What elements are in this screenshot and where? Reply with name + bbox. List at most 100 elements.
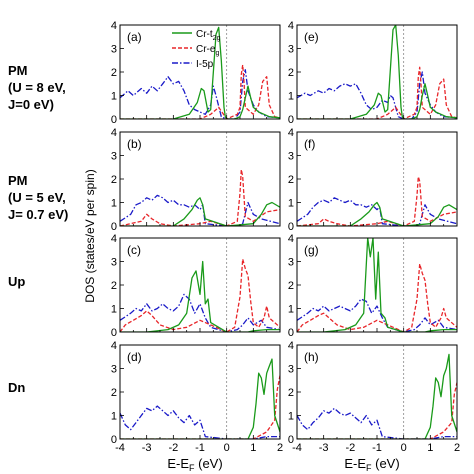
panel-label: (d) — [127, 350, 142, 364]
y-tick-label: 3 — [288, 44, 294, 56]
y-tick-label: 2 — [288, 387, 294, 399]
y-tick-label: 0 — [288, 114, 294, 126]
series-line-cr-t2g — [297, 25, 457, 119]
panel-b: 0 1 2 3 4 (b) — [111, 127, 281, 233]
y-tick-label: 2 — [288, 174, 294, 186]
series-line-cr-t2g — [120, 26, 280, 119]
series-line-cr-eg — [297, 66, 457, 119]
y-tick-label: 1 — [111, 304, 117, 316]
panel-label: (h) — [304, 350, 319, 364]
y-tick-label: 2 — [288, 280, 294, 292]
panel-label: (a) — [127, 30, 142, 44]
y-tick-label: 0 — [288, 434, 294, 446]
legend-label-cr-t2g: Cr-t2g — [196, 29, 221, 42]
panel-frame — [119, 131, 281, 227]
y-tick-label: 1 — [288, 411, 294, 423]
panel-a: 0 1 2 3 4 (a) — [111, 20, 281, 126]
series-line-cr-eg — [120, 258, 280, 332]
x-tick-label: -2 — [168, 442, 178, 454]
series-line-cr-eg — [120, 375, 280, 439]
series-line-i-5p — [120, 405, 280, 439]
y-tick-label: 4 — [111, 233, 117, 245]
series-line-cr-t2g — [120, 358, 280, 439]
panel-f: 0 1 2 3 4 (f) — [288, 127, 458, 233]
series-line-cr-eg — [297, 263, 457, 332]
series-line-i-5p — [297, 407, 457, 439]
panel-label: (b) — [127, 137, 142, 151]
series-group — [297, 353, 457, 439]
y-tick-label: 3 — [111, 257, 117, 269]
y-tick-label: 2 — [288, 67, 294, 79]
y-tick-label: 0 — [111, 434, 117, 446]
x-tick-label: -1 — [372, 442, 382, 454]
panel-label: (f) — [304, 137, 315, 151]
y-tick-label: 4 — [111, 340, 117, 352]
row-label-dn: Dn — [8, 380, 26, 395]
y-tick-label: 0 — [288, 327, 294, 339]
series-group — [120, 258, 280, 332]
panel-frame — [296, 344, 458, 440]
x-tick-label: 0 — [401, 442, 407, 454]
series-group — [120, 26, 280, 119]
y-tick-label: 2 — [111, 67, 117, 79]
x-tick-label: 1 — [427, 442, 433, 454]
legend-label-i5p: I-5p — [196, 59, 214, 70]
y-tick-label: 1 — [288, 198, 294, 210]
y-tick-label: 0 — [111, 221, 117, 233]
series-line-cr-eg — [120, 168, 280, 226]
panel-h: 0 1 2 3 4 -4 -3 -2 -1 0 1 2 (h) — [288, 340, 460, 454]
y-tick-label: 3 — [288, 257, 294, 269]
series-line-cr-t2g — [297, 201, 457, 226]
panel-label: (e) — [304, 30, 319, 44]
series-line-i-5p — [120, 69, 280, 119]
series-line-i-5p — [297, 71, 457, 119]
series-group — [120, 168, 280, 226]
y-tick-label: 1 — [288, 91, 294, 103]
series-line-cr-t2g — [297, 353, 457, 439]
series-group — [297, 238, 457, 332]
x-tick-label: -2 — [345, 442, 355, 454]
x-tick-label: 0 — [224, 442, 230, 454]
panel-label: (c) — [127, 243, 141, 257]
x-tick-label: 1 — [250, 442, 256, 454]
panel-g: 0 1 2 3 4 (g) — [288, 233, 458, 339]
y-tick-label: 3 — [111, 44, 117, 56]
y-tick-label: 4 — [288, 233, 294, 245]
panel-e: 0 1 2 3 4 (e) — [288, 20, 458, 126]
row-label-up: Up — [8, 274, 26, 289]
y-tick-label: 3 — [111, 151, 117, 163]
y-tick-label: 4 — [288, 127, 294, 139]
y-tick-label: 1 — [111, 411, 117, 423]
panels-group: 0 1 2 3 4 (a) 0 1 2 3 4 (b) 0 1 2 3 4 (c) 0 1 2 3 4 -4 -3 -2 -1 0 1 2… — [111, 20, 460, 454]
series-line-i-5p — [120, 194, 280, 226]
y-tick-label: 4 — [111, 20, 117, 32]
x-tick-label: 2 — [454, 442, 460, 454]
series-line-cr-t2g — [120, 260, 280, 332]
y-tick-label: 0 — [111, 327, 117, 339]
panel-d: 0 1 2 3 4 -4 -3 -2 -1 0 1 2 (d) — [111, 340, 283, 454]
y-tick-label: 0 — [111, 114, 117, 126]
y-tick-label: 0 — [288, 221, 294, 233]
series-group — [120, 358, 280, 439]
x-tick-label: -4 — [115, 442, 125, 454]
panel-frame — [119, 237, 281, 333]
series-line-i-5p — [297, 197, 457, 226]
series-line-cr-t2g — [297, 238, 457, 332]
x-tick-label: 2 — [277, 442, 283, 454]
y-tick-label: 1 — [288, 304, 294, 316]
legend: Cr-t2g Cr-eg I-5p — [172, 29, 221, 70]
legend-label-cr-eg: Cr-eg — [196, 44, 219, 57]
x-tick-label: -4 — [292, 442, 302, 454]
row-label-pm-u5: PM (U = 5 eV, J= 0.7 eV) — [8, 173, 69, 222]
series-group — [297, 176, 457, 226]
y-tick-label: 3 — [288, 364, 294, 376]
x-axis-label-right: E-EF (eV) — [344, 456, 399, 473]
x-tick-label: -1 — [195, 442, 205, 454]
y-tick-label: 4 — [288, 340, 294, 352]
panel-label: (g) — [304, 243, 319, 257]
series-line-cr-eg — [297, 382, 457, 439]
panel-c: 0 1 2 3 4 (c) — [111, 233, 281, 339]
y-axis-label: DOS (states/eV per spin) — [83, 169, 97, 302]
y-tick-label: 2 — [111, 280, 117, 292]
x-axis-label-left: E-EF (eV) — [167, 456, 222, 473]
